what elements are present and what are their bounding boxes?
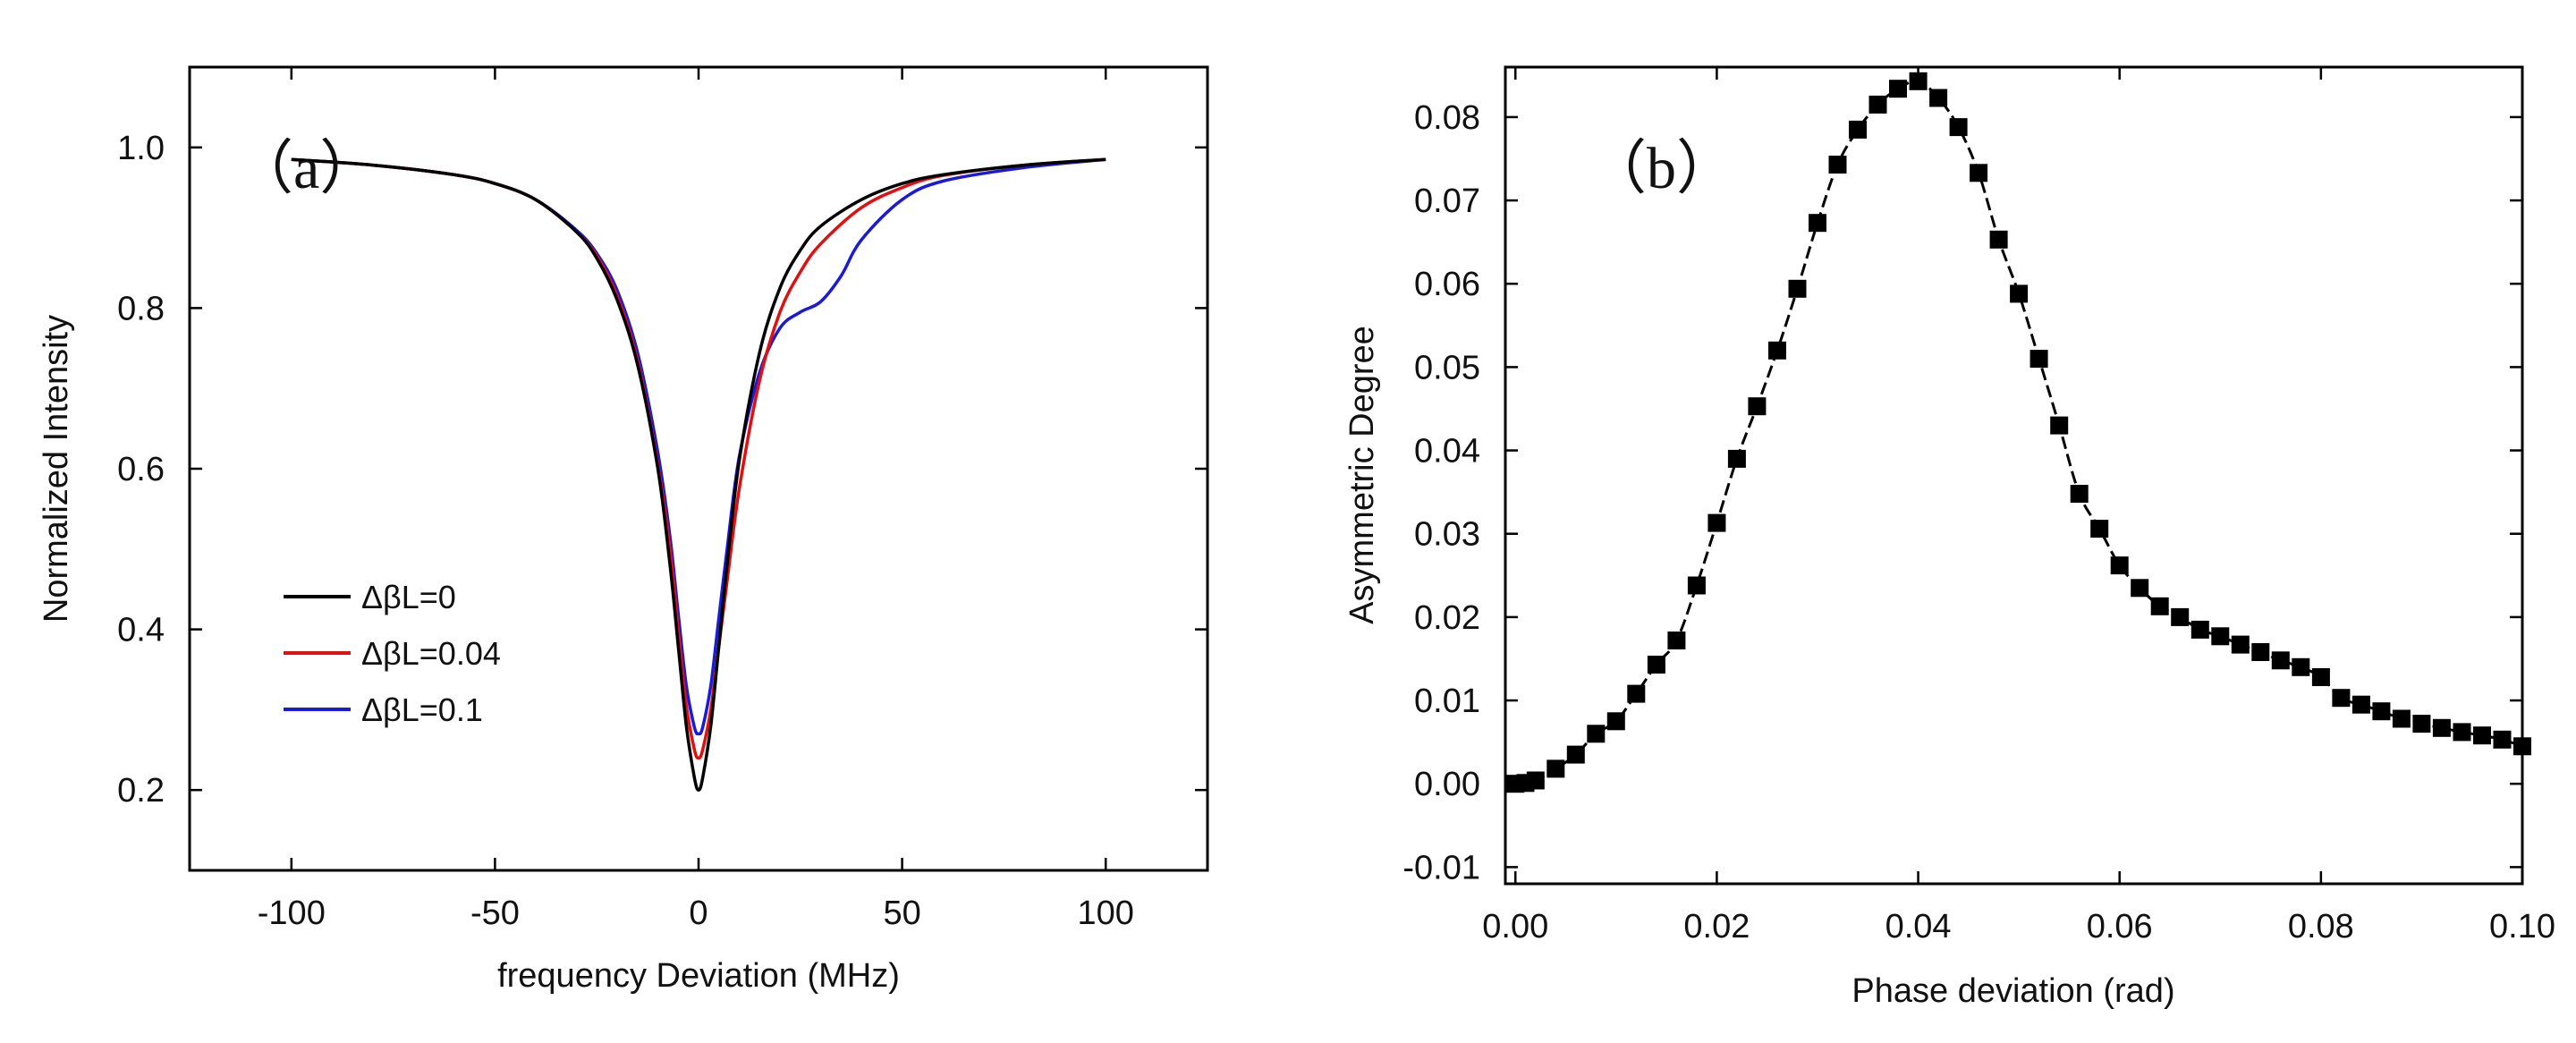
chart-a: -100 -50 0 50 100 0.2 0.4 0.6 0.8 1.0 （a） frequen… xyxy=(38,65,1209,995)
chart-b-data-point xyxy=(1526,771,1545,790)
chart-b-y-tick-label: 0.04 xyxy=(1414,433,1480,471)
chart-b-data-point xyxy=(2473,726,2491,745)
chart-a-series-line-0 xyxy=(291,157,1106,792)
chart-b-x-tick-label: 0.00 xyxy=(1482,908,1548,945)
chart-b-data-point xyxy=(2251,643,2270,661)
chart-b-data-point xyxy=(2493,730,2512,749)
chart-b-x-tick-label: 0.02 xyxy=(1683,908,1750,945)
chart-b-x-tick-label: 0.10 xyxy=(2489,908,2555,945)
chart-b-data-point xyxy=(1929,89,1948,107)
chart-b-data-point xyxy=(1687,576,1706,595)
chart-b-data-point xyxy=(1587,725,1606,743)
chart-b-y-tick-label: 0.05 xyxy=(1414,349,1480,386)
chart-a-y-tick-label: 0.6 xyxy=(117,451,165,488)
chart-a-x-tick-label: 0 xyxy=(689,895,708,932)
chart-b-data-point xyxy=(1727,449,1746,468)
chart-a-y-tick-label: 0.2 xyxy=(117,772,165,810)
chart-a-legend: ΔβL=0 ΔβL=0.04 ΔβL=0.1 xyxy=(284,579,501,728)
chart-b-data-point xyxy=(1667,632,1686,649)
chart-b-data-point xyxy=(2513,737,2531,756)
chart-a-panel-label: （a） xyxy=(234,136,378,201)
chart-b-panel-label: （b） xyxy=(1588,136,1735,201)
chart-b-data-point xyxy=(1748,397,1767,416)
chart-b-data-point xyxy=(1909,72,1928,90)
chart-b-data-point xyxy=(2271,651,2290,670)
chart-b-data-point xyxy=(2190,620,2209,639)
chart-b-data-point xyxy=(1546,759,1565,778)
chart-b-data-point xyxy=(2110,556,2129,575)
chart-a-x-axis-title: frequency Deviation (MHz) xyxy=(497,957,900,995)
chart-b-data-point xyxy=(1647,656,1665,674)
chart-b-data-point xyxy=(1868,95,1887,114)
chart-a-x-tick-label: -100 xyxy=(258,895,326,932)
chart-b-data-point xyxy=(2372,702,2391,721)
chart-b-y-tick-label: -0.01 xyxy=(1402,849,1480,886)
chart-b-y-tick-label: 0.00 xyxy=(1414,766,1480,803)
chart-b-data-point xyxy=(1828,156,1847,174)
chart-b-x-tick-label: 0.04 xyxy=(1885,908,1952,945)
legend-label-0: ΔβL=0 xyxy=(361,579,456,615)
chart-b-x-tick-label: 0.08 xyxy=(2288,908,2354,945)
chart-a-x-tick-label: 100 xyxy=(1077,895,1133,932)
chart-b: 0.00 0.02 0.04 0.06 0.08 0.10-0.010.000.010.0… xyxy=(1343,65,2555,1010)
chart-a-y-tick-label: 0.4 xyxy=(117,612,165,649)
chart-b-y-tick-label: 0.06 xyxy=(1414,266,1480,303)
chart-b-y-tick-label: 0.03 xyxy=(1414,516,1480,554)
chart-b-data-point xyxy=(2150,597,2169,615)
chart-b-y-tick-label: 0.08 xyxy=(1414,99,1480,137)
chart-b-y-axis-title: Asymmetric Degree xyxy=(1343,326,1381,624)
chart-b-y-tick-label: 0.07 xyxy=(1414,182,1480,220)
chart-b-y-tick-label: 0.02 xyxy=(1414,599,1480,637)
chart-a-x-tick-label: 50 xyxy=(883,895,920,932)
chart-b-data-point xyxy=(2412,715,2431,733)
chart-b-data-point xyxy=(1707,513,1726,532)
chart-a-y-tick-label: 1.0 xyxy=(117,130,165,167)
chart-b-data-point xyxy=(2050,416,2069,435)
chart-b-data-point xyxy=(2292,657,2310,676)
chart-b-x-axis-title: Phase deviation (rad) xyxy=(1852,972,2174,1010)
chart-b-data-point xyxy=(1949,118,1968,137)
chart-b-data-point xyxy=(1627,684,1646,703)
chart-b-data-point xyxy=(1788,279,1807,298)
chart-b-data-point xyxy=(2453,723,2471,742)
chart-b-data-point xyxy=(2332,689,2351,708)
chart-b-data-point xyxy=(2231,635,2250,654)
chart-b-data-point xyxy=(1849,120,1867,139)
legend-label-2: ΔβL=0.1 xyxy=(361,691,483,728)
chart-a-y-tick-label: 0.8 xyxy=(117,290,165,327)
chart-b-data-point xyxy=(2392,709,2411,728)
chart-b-data-point xyxy=(2211,627,2230,646)
chart-b-connect-line xyxy=(1515,80,2523,785)
chart-b-data-point xyxy=(1970,164,1988,182)
chart-b-data-point xyxy=(2131,579,2149,598)
chart-b-x-tick-label: 0.06 xyxy=(2087,908,2153,945)
chart-b-data-point xyxy=(2432,718,2451,737)
chart-b-data-point xyxy=(1606,712,1625,731)
chart-b-data-point xyxy=(2311,668,2330,686)
chart-b-data-point xyxy=(1989,230,2008,249)
chart-b-data-point xyxy=(1768,341,1786,360)
chart-a-x-tick-label: -50 xyxy=(470,895,520,932)
chart-b-data-point xyxy=(2090,520,2109,538)
chart-b-data-point xyxy=(1809,214,1826,233)
chart-b-data-point xyxy=(1889,80,1907,98)
legend-label-1: ΔβL=0.04 xyxy=(361,635,501,672)
chart-b-plot-frame xyxy=(1504,65,2524,886)
chart-b-y-tick-label: 0.01 xyxy=(1414,683,1480,720)
chart-b-data-point xyxy=(2171,607,2190,626)
chart-b-data-point xyxy=(2029,350,2048,369)
chart-b-data-point xyxy=(2351,695,2370,714)
chart-b-data-point xyxy=(1566,745,1585,764)
chart-a-y-axis-title: Normalized Intensity xyxy=(38,315,75,623)
chart-b-data-point xyxy=(2010,284,2029,303)
chart-b-data-point xyxy=(2070,485,2089,503)
